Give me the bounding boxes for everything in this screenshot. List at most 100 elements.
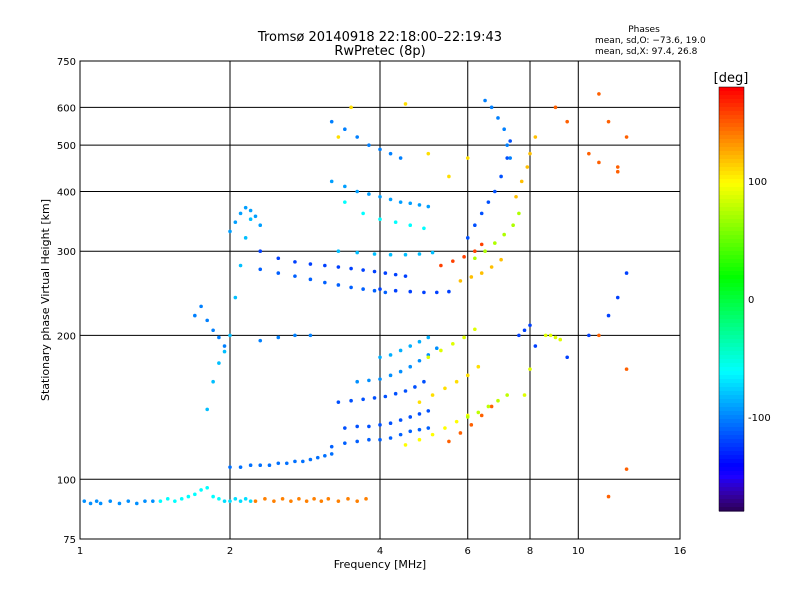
- data-point: [205, 407, 209, 412]
- data-point: [228, 229, 232, 234]
- data-point: [349, 398, 353, 403]
- data-point: [398, 432, 403, 437]
- colorbar-band: [719, 275, 744, 280]
- data-point: [217, 335, 221, 340]
- data-point: [479, 211, 484, 216]
- data-point: [336, 283, 341, 287]
- colorbar-band: [719, 151, 744, 156]
- colorbar-band: [719, 427, 744, 432]
- colorbar-band: [719, 335, 744, 340]
- data-point: [417, 437, 422, 442]
- colorbar-band: [719, 483, 744, 488]
- data-point: [422, 226, 426, 231]
- colorbar-band: [719, 355, 744, 360]
- data-point: [398, 418, 403, 422]
- colorbar-band: [719, 203, 744, 208]
- data-point: [388, 197, 393, 202]
- data-point: [308, 457, 313, 462]
- data-point: [243, 205, 248, 210]
- data-point: [528, 367, 532, 371]
- data-point: [238, 499, 243, 503]
- colorbar-band: [719, 115, 744, 120]
- data-point: [434, 290, 439, 295]
- colorbar-band: [719, 271, 744, 276]
- data-point: [233, 295, 238, 300]
- data-point: [462, 335, 466, 340]
- data-point: [517, 333, 521, 338]
- colorbar-band: [719, 403, 744, 408]
- data-point: [276, 271, 281, 275]
- data-point: [355, 250, 359, 255]
- data-point: [525, 165, 530, 169]
- data-point: [297, 497, 301, 501]
- data-point: [367, 143, 371, 147]
- colorbar-band: [719, 287, 744, 292]
- data-point: [158, 499, 163, 503]
- data-point: [134, 501, 139, 506]
- data-point: [454, 379, 459, 384]
- x-tick-label: 10: [572, 546, 585, 557]
- data-point: [343, 441, 347, 445]
- data-point: [422, 290, 426, 295]
- data-point: [565, 355, 569, 360]
- data-point: [233, 220, 238, 225]
- colorbar-band: [719, 391, 744, 396]
- data-point: [355, 135, 359, 139]
- data-point: [403, 102, 408, 106]
- colorbar-band: [719, 383, 744, 388]
- data-point: [615, 165, 620, 169]
- colorbar-band: [719, 147, 744, 152]
- data-point: [430, 250, 435, 255]
- colorbar-band: [719, 251, 744, 256]
- data-point: [413, 385, 417, 389]
- colorbar-band: [719, 411, 744, 416]
- data-point: [533, 135, 538, 139]
- data-point: [465, 236, 470, 240]
- data-point: [355, 439, 359, 444]
- data-point: [426, 204, 431, 209]
- colorbar-band: [719, 267, 744, 272]
- y-tick-label: 600: [57, 103, 76, 114]
- data-point: [336, 499, 341, 503]
- colorbar-band: [719, 311, 744, 316]
- data-point: [483, 249, 487, 254]
- data-point: [293, 459, 297, 464]
- data-point: [458, 279, 463, 283]
- colorbar-band: [719, 243, 744, 248]
- data-point: [469, 423, 474, 427]
- data-point: [398, 156, 403, 160]
- chart-subtitle: RwPretec (8p): [334, 44, 425, 59]
- data-point: [343, 426, 347, 430]
- data-point: [117, 501, 122, 506]
- data-point: [417, 400, 422, 404]
- data-point: [486, 200, 491, 204]
- data-point: [378, 217, 382, 222]
- colorbar-band: [719, 459, 744, 464]
- data-point: [82, 499, 87, 503]
- colorbar-band: [719, 395, 744, 400]
- data-point: [258, 463, 263, 468]
- colorbar-band: [719, 247, 744, 252]
- data-point: [465, 373, 470, 378]
- colorbar-tick-label: -100: [748, 413, 771, 424]
- data-point: [372, 252, 377, 256]
- data-point: [528, 323, 532, 328]
- colorbar-band: [719, 475, 744, 480]
- data-point: [451, 342, 455, 346]
- colorbar-band: [719, 319, 744, 324]
- data-point: [336, 249, 341, 254]
- data-point: [508, 156, 512, 160]
- data-point: [502, 127, 506, 131]
- colorbar-band: [719, 167, 744, 172]
- data-point: [151, 499, 155, 503]
- data-point: [361, 211, 365, 216]
- data-point: [479, 413, 484, 418]
- data-point: [199, 304, 203, 309]
- colorbar-band: [719, 191, 744, 196]
- x-tick-label: 2: [227, 546, 233, 557]
- data-point: [393, 272, 398, 277]
- colorbar-band: [719, 259, 744, 264]
- data-point: [349, 266, 353, 271]
- data-point: [143, 499, 147, 503]
- data-point: [458, 431, 463, 435]
